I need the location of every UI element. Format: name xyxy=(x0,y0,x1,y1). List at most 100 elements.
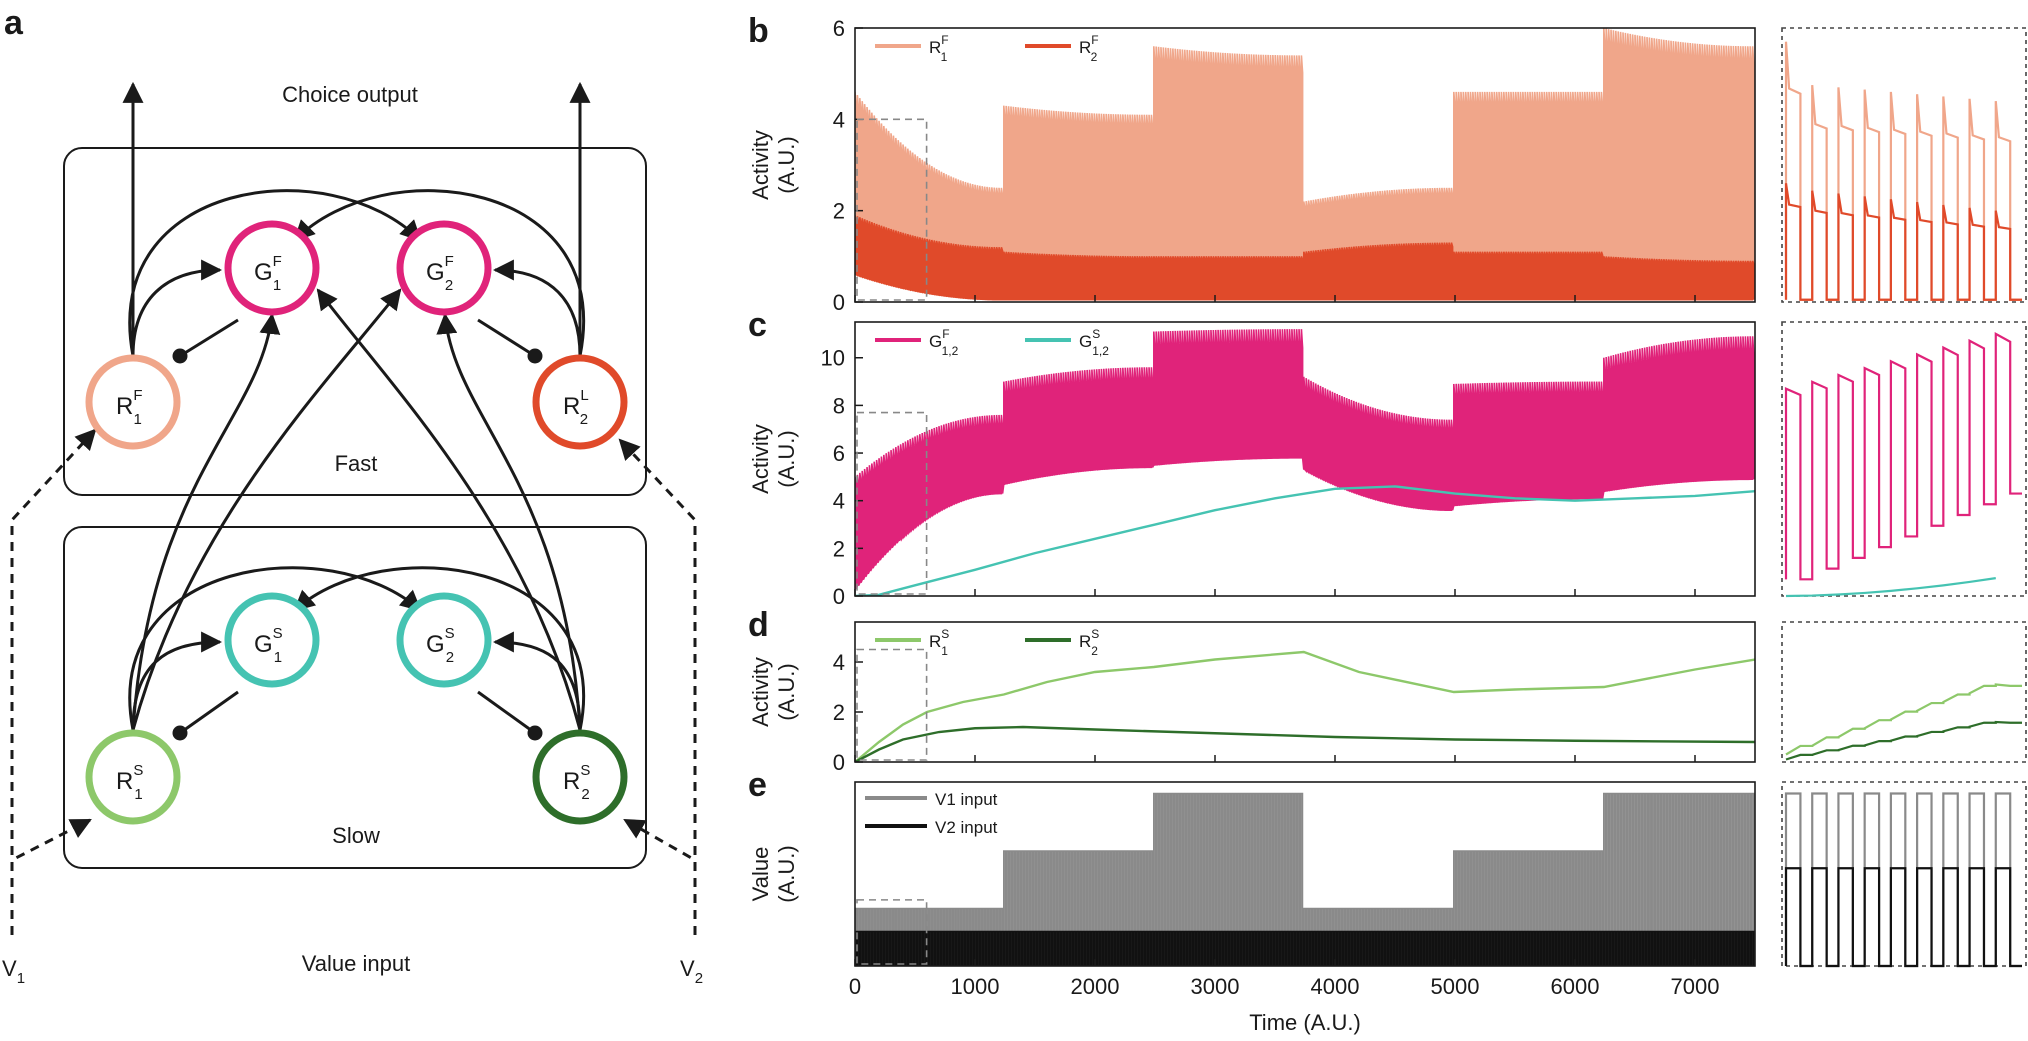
y-tick-label: 4 xyxy=(833,650,845,675)
node-r1f-circle xyxy=(85,354,181,450)
inset-series-r2f xyxy=(1784,183,2022,301)
plot-area-b xyxy=(855,28,1755,301)
value-input-label: Value input xyxy=(302,951,410,976)
slow-module-box xyxy=(63,526,647,869)
legend-label: RS 2 xyxy=(1079,627,1099,658)
legend-label: V2 input xyxy=(935,818,998,837)
inset-series-gs xyxy=(1785,577,1996,598)
legend-label: RS 1 xyxy=(929,627,949,658)
series-line-r2s xyxy=(855,725,1755,762)
slow-label: Slow xyxy=(332,823,380,848)
r1s-to-g1f-arrow xyxy=(131,312,281,731)
plot-frame-d xyxy=(854,621,1756,763)
y-tick-label: 4 xyxy=(833,489,845,514)
inset-frame-b xyxy=(1781,27,2027,303)
chart-panel-d: d Activity (A.U.) 0 2 4 RS 1 RS 2 xyxy=(748,606,2027,775)
panel-letter-c: c xyxy=(748,306,767,344)
r2s-to-g1s-arrow xyxy=(293,566,585,731)
legend-label: RF 1 xyxy=(929,33,949,64)
y-axis-label-d: Activity (A.U.) xyxy=(748,657,799,727)
node-g1f: GF 1 xyxy=(224,220,320,316)
series-line-g xyxy=(855,329,1755,590)
r1s-to-g2s-arrow xyxy=(128,566,422,731)
inset-series-g xyxy=(1784,332,2022,581)
g2f-inhibit-r2l xyxy=(477,318,543,364)
svg-text:GF2: GF 2 xyxy=(426,253,454,294)
legend-d: RS 1 RS 2 xyxy=(875,627,1099,658)
node-r2l: RL 2 xyxy=(532,354,628,450)
y-axis-label-line-2: (A.U.) xyxy=(774,845,799,902)
inset-c xyxy=(1781,321,2027,598)
r2s-to-g2f-arrow xyxy=(436,312,582,731)
g1f-inhibit-r1f xyxy=(172,318,239,364)
y-axis-label-line-1: Activity xyxy=(748,130,773,200)
v1-to-r1s-dashed xyxy=(10,818,92,935)
v1-to-r1f-dashed xyxy=(10,428,97,935)
series-line-r1s xyxy=(855,650,1755,762)
inset-frame-d xyxy=(1781,621,2027,763)
y-tick-label: 0 xyxy=(833,584,845,609)
y-axis-label-c: Activity (A.U.) xyxy=(748,424,799,494)
fast-label: Fast xyxy=(335,451,378,476)
inset-e xyxy=(1781,781,2027,968)
zoom-box-b xyxy=(856,118,928,301)
zoom-box-d xyxy=(856,648,928,761)
y-tick-label: 2 xyxy=(833,700,845,725)
plot-frame-b xyxy=(854,27,1756,303)
node-r1f: RF 1 xyxy=(85,354,181,450)
inset-series-r2s xyxy=(1785,720,2022,761)
network-connections xyxy=(10,81,697,935)
x-tick-label: 6000 xyxy=(1551,974,1600,999)
series-line-gs xyxy=(855,485,1755,596)
y-axis-label-line-1: Value xyxy=(748,847,773,902)
g2s-inhibit-r2s xyxy=(477,690,543,741)
legend-label: GF 1,2 xyxy=(929,327,959,358)
node-r2s-circle xyxy=(532,729,628,825)
panel-letter-a: a xyxy=(4,4,24,42)
zoom-box-c xyxy=(856,411,928,595)
node-g1f-circle xyxy=(224,220,320,316)
chart-panel-b: b Activity (A.U.) 0 2 4 6 RF 1 RF 2 xyxy=(748,12,2027,315)
y-axis-label-line-2: (A.U.) xyxy=(774,430,799,487)
legend-label: RF 2 xyxy=(1079,33,1099,64)
x-tick-label: 0 xyxy=(849,974,861,999)
panel-letter-e: e xyxy=(748,766,767,804)
node-g2s: GS 2 xyxy=(396,592,492,688)
y-axis-label-b: Activity (A.U.) xyxy=(748,130,799,200)
chart-panel-c: c Activity (A.U.) 0 2 4 6 8 10 GF 1,2 GS 1,2 xyxy=(748,306,2027,609)
y-axis-label-e: Value (A.U.) xyxy=(748,845,799,902)
legend-b: RF 1 RF 2 xyxy=(875,33,1099,64)
y-axis-label-line-1: Activity xyxy=(748,657,773,727)
legend-e: V1 input V2 input xyxy=(865,790,998,837)
inset-series-r1f xyxy=(1784,41,2022,301)
x-tick-label: 3000 xyxy=(1191,974,1240,999)
inset-b xyxy=(1781,27,2027,303)
node-g2f: GF 2 xyxy=(396,220,492,316)
svg-text:GS1: GS 1 xyxy=(254,625,283,666)
r1f-to-g1f-arrow xyxy=(131,259,223,357)
panel-letter-b: b xyxy=(748,12,769,50)
r1f-to-g2f-arrow xyxy=(128,189,422,357)
y-tick-label: 0 xyxy=(833,750,845,775)
inset-series-v1 xyxy=(1784,792,2022,968)
r1s-to-g2f-arrow xyxy=(131,288,402,731)
node-g1s-circle xyxy=(224,592,320,688)
y-axis-label-line-2: (A.U.) xyxy=(774,136,799,193)
legend-label: V1 input xyxy=(935,790,998,809)
legend-c: GF 1,2 GS 1,2 xyxy=(875,327,1109,358)
svg-text:RL2: RL 2 xyxy=(563,387,589,428)
series-line-v2 xyxy=(855,930,1755,966)
node-r1s: RS 1 xyxy=(85,729,181,825)
node-r2s: RS 2 xyxy=(532,729,628,825)
inset-frame-c xyxy=(1781,321,2027,597)
panel-a: a Choice output Fast Slow Value input V1… xyxy=(2,4,703,987)
x-tick-label: 2000 xyxy=(1071,974,1120,999)
plot-frame-c xyxy=(854,321,1756,597)
node-g2f-circle xyxy=(396,220,492,316)
x-axis-label: Time (A.U.) xyxy=(1249,1010,1361,1035)
inset-d xyxy=(1781,621,2027,763)
svg-text:GS2: GS 2 xyxy=(426,625,455,666)
node-r1s-circle xyxy=(85,729,181,825)
series-line-r2f xyxy=(855,215,1755,301)
